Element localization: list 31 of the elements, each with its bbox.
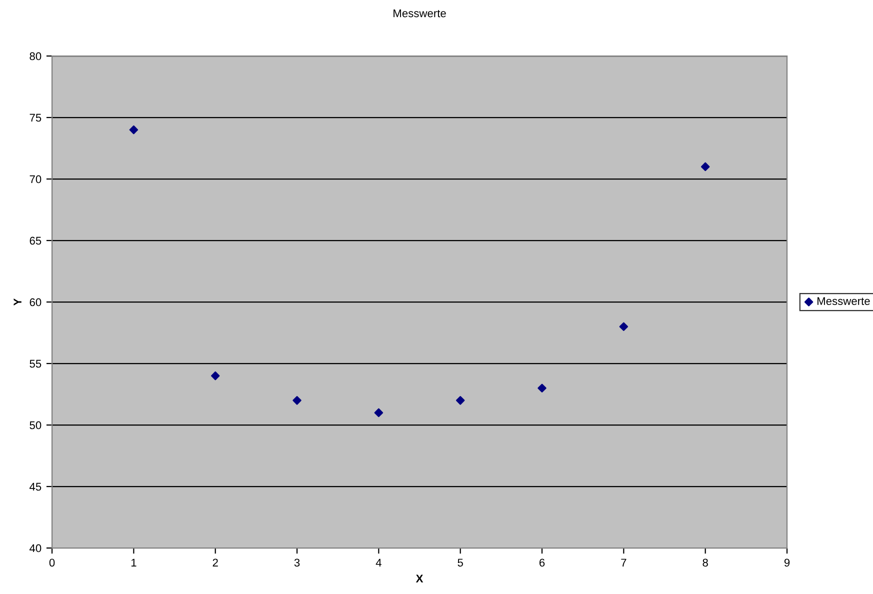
point xyxy=(456,396,465,405)
x-tick-label: 3 xyxy=(294,558,300,567)
x-tick-label: 5 xyxy=(458,558,463,567)
x-tick-label: 1 xyxy=(131,558,136,566)
x-tick-label: 0 xyxy=(49,558,55,567)
y-tick-label: 45 xyxy=(30,482,42,491)
y-tick-label: 65 xyxy=(30,236,42,245)
point xyxy=(619,322,628,331)
point xyxy=(210,371,220,380)
y-tick-label: 40 xyxy=(30,544,42,552)
y-tick-label: 70 xyxy=(30,175,42,184)
y-tick-label: 75 xyxy=(30,114,42,122)
x-tick-label: 7 xyxy=(621,558,626,566)
point xyxy=(292,396,302,405)
point xyxy=(374,408,384,418)
chart-title: Messwerte xyxy=(394,9,446,18)
x-axis-title: X xyxy=(416,574,424,582)
x-tick-label: 8 xyxy=(702,558,708,567)
point xyxy=(538,384,546,392)
x-tick-label: 6 xyxy=(539,558,545,567)
y-tick-label: 55 xyxy=(30,360,42,368)
x-tick-label: 9 xyxy=(784,558,790,567)
x-tick-label: 2 xyxy=(212,558,218,566)
point xyxy=(700,162,710,172)
y-tick-label: 50 xyxy=(30,421,42,430)
x-tick-label: 4 xyxy=(376,558,382,566)
y-tick-label: 60 xyxy=(30,298,42,306)
legend-label: Messwerte xyxy=(817,297,870,305)
y-tick-label: 80 xyxy=(30,52,42,60)
y-axis-title: Y xyxy=(14,298,22,306)
point xyxy=(129,125,138,134)
